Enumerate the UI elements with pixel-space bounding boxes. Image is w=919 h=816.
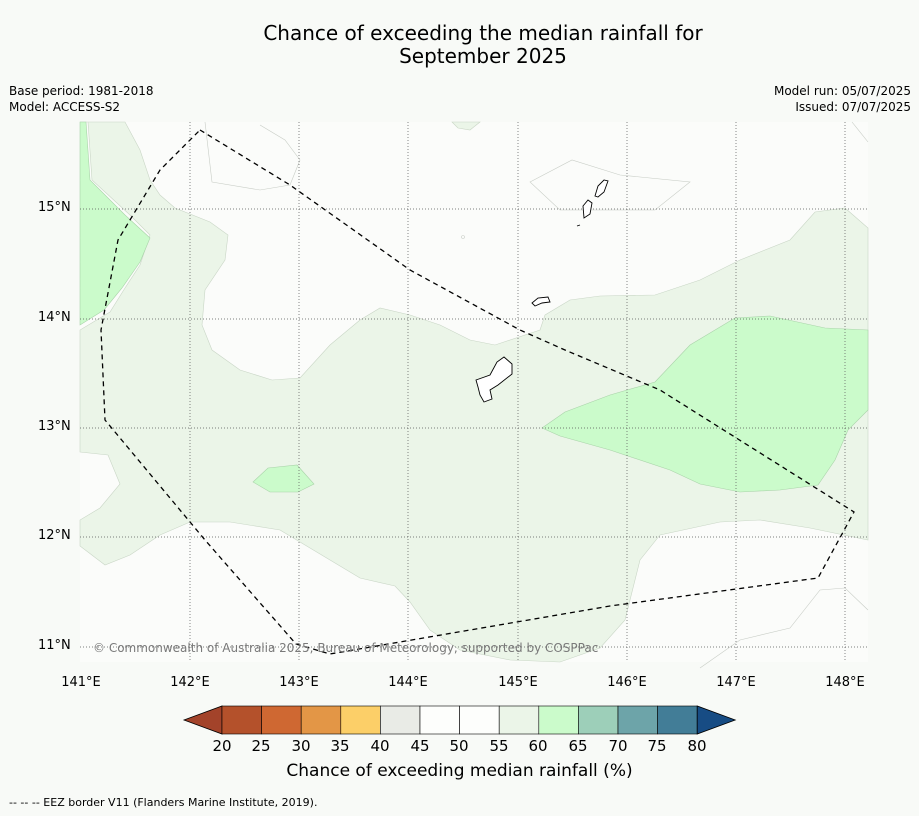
- colorbar-swatch-20-25: [221, 705, 262, 735]
- lon-label-142: 142°E: [170, 675, 210, 690]
- colorbar: [182, 705, 737, 735]
- contour-60-65-left: [79, 121, 151, 326]
- colorbar-swatch-50-55: [459, 705, 500, 735]
- colorbar-label-55: 55: [489, 737, 509, 755]
- lon-label-145: 145°E: [498, 675, 538, 690]
- eez-legend-footer: -- -- -- EEZ border V11 (Flanders Marine…: [9, 796, 318, 809]
- tinian-island: [582, 199, 593, 219]
- lon-label-146: 146°E: [607, 675, 647, 690]
- colorbar-label-65: 65: [568, 737, 588, 755]
- colorbar-label-25: 25: [251, 737, 271, 755]
- lat-label-11: 11°N: [38, 638, 71, 653]
- map-title-line2: September 2025: [399, 44, 567, 68]
- colorbar-label-50: 50: [449, 737, 469, 755]
- islands: [475, 179, 609, 403]
- base-period-text: Base period: 1981-2018: [9, 84, 154, 98]
- lon-label-141: 141°E: [61, 675, 101, 690]
- colorbar-swatch-35-40: [340, 705, 381, 735]
- lon-label-148: 148°E: [825, 675, 865, 690]
- contour-60-65-east: [541, 315, 869, 493]
- lat-label-13: 13°N: [38, 419, 71, 434]
- gridlines: [80, 122, 868, 662]
- colorbar-swatch-75-80: [657, 705, 698, 735]
- issued-text: Issued: 07/07/2025: [795, 100, 911, 114]
- contour-55-60-region: [79, 121, 869, 663]
- run-info: Model run: 05/07/2025 Issued: 07/07/2025: [774, 83, 911, 115]
- colorbar-swatch-70-75: [617, 705, 658, 735]
- colorbar-label-30: 30: [291, 737, 311, 755]
- lon-label-143: 143°E: [279, 675, 319, 690]
- map-title-line1: Chance of exceeding the median rainfall …: [263, 21, 703, 45]
- colorbar-extend-high: [696, 705, 737, 735]
- colorbar-label-45: 45: [410, 737, 430, 755]
- colorbar-swatch-45-50: [419, 705, 460, 735]
- colorbar-label-60: 60: [528, 737, 548, 755]
- colorbar-swatch-25-30: [261, 705, 302, 735]
- colorbar-title: Chance of exceeding median rainfall (%): [286, 761, 633, 781]
- colorbar-label-20: 20: [212, 737, 232, 755]
- colorbar-swatch-60-65: [538, 705, 579, 735]
- lat-label-14: 14°N: [38, 310, 71, 325]
- contour-50-line-ne: [851, 121, 869, 143]
- colorbar-label-75: 75: [647, 737, 667, 755]
- model-info: Base period: 1981-2018 Model: ACCESS-S2: [9, 83, 154, 115]
- contour-50-line-top: [204, 121, 301, 191]
- contour-50-line-se: [699, 587, 869, 669]
- model-text: Model: ACCESS-S2: [9, 100, 121, 114]
- colorbar-label-40: 40: [370, 737, 390, 755]
- colorbar-label-80: 80: [687, 737, 707, 755]
- colorbar-label-35: 35: [330, 737, 350, 755]
- rota-island: [531, 296, 551, 307]
- aguijan-island: [576, 224, 581, 227]
- lon-label-144: 144°E: [388, 675, 428, 690]
- colorbar-swatch-65-70: [578, 705, 619, 735]
- copyright-notice: © Commonwealth of Australia 2025, Bureau…: [93, 641, 599, 655]
- eez-border: [100, 129, 855, 655]
- guam-island: [475, 356, 513, 403]
- lon-label-147: 147°E: [716, 675, 756, 690]
- colorbar-label-70: 70: [608, 737, 628, 755]
- lat-label-15: 15°N: [38, 200, 71, 215]
- contour-50-line-north: [529, 159, 691, 211]
- colorbar-swatch-55-60: [498, 705, 540, 735]
- lat-label-12: 12°N: [38, 528, 71, 543]
- map-title: Chance of exceeding the median rainfall …: [0, 22, 919, 68]
- contour-55-60-top-patch: [451, 121, 481, 131]
- saipan-island: [594, 179, 609, 198]
- colorbar-extend-low: [182, 705, 223, 735]
- contour-dot: [461, 235, 465, 239]
- colorbar-swatch-40-45: [380, 705, 421, 735]
- colorbar-swatch-30-35: [300, 705, 342, 735]
- model-run-text: Model run: 05/07/2025: [773, 84, 911, 98]
